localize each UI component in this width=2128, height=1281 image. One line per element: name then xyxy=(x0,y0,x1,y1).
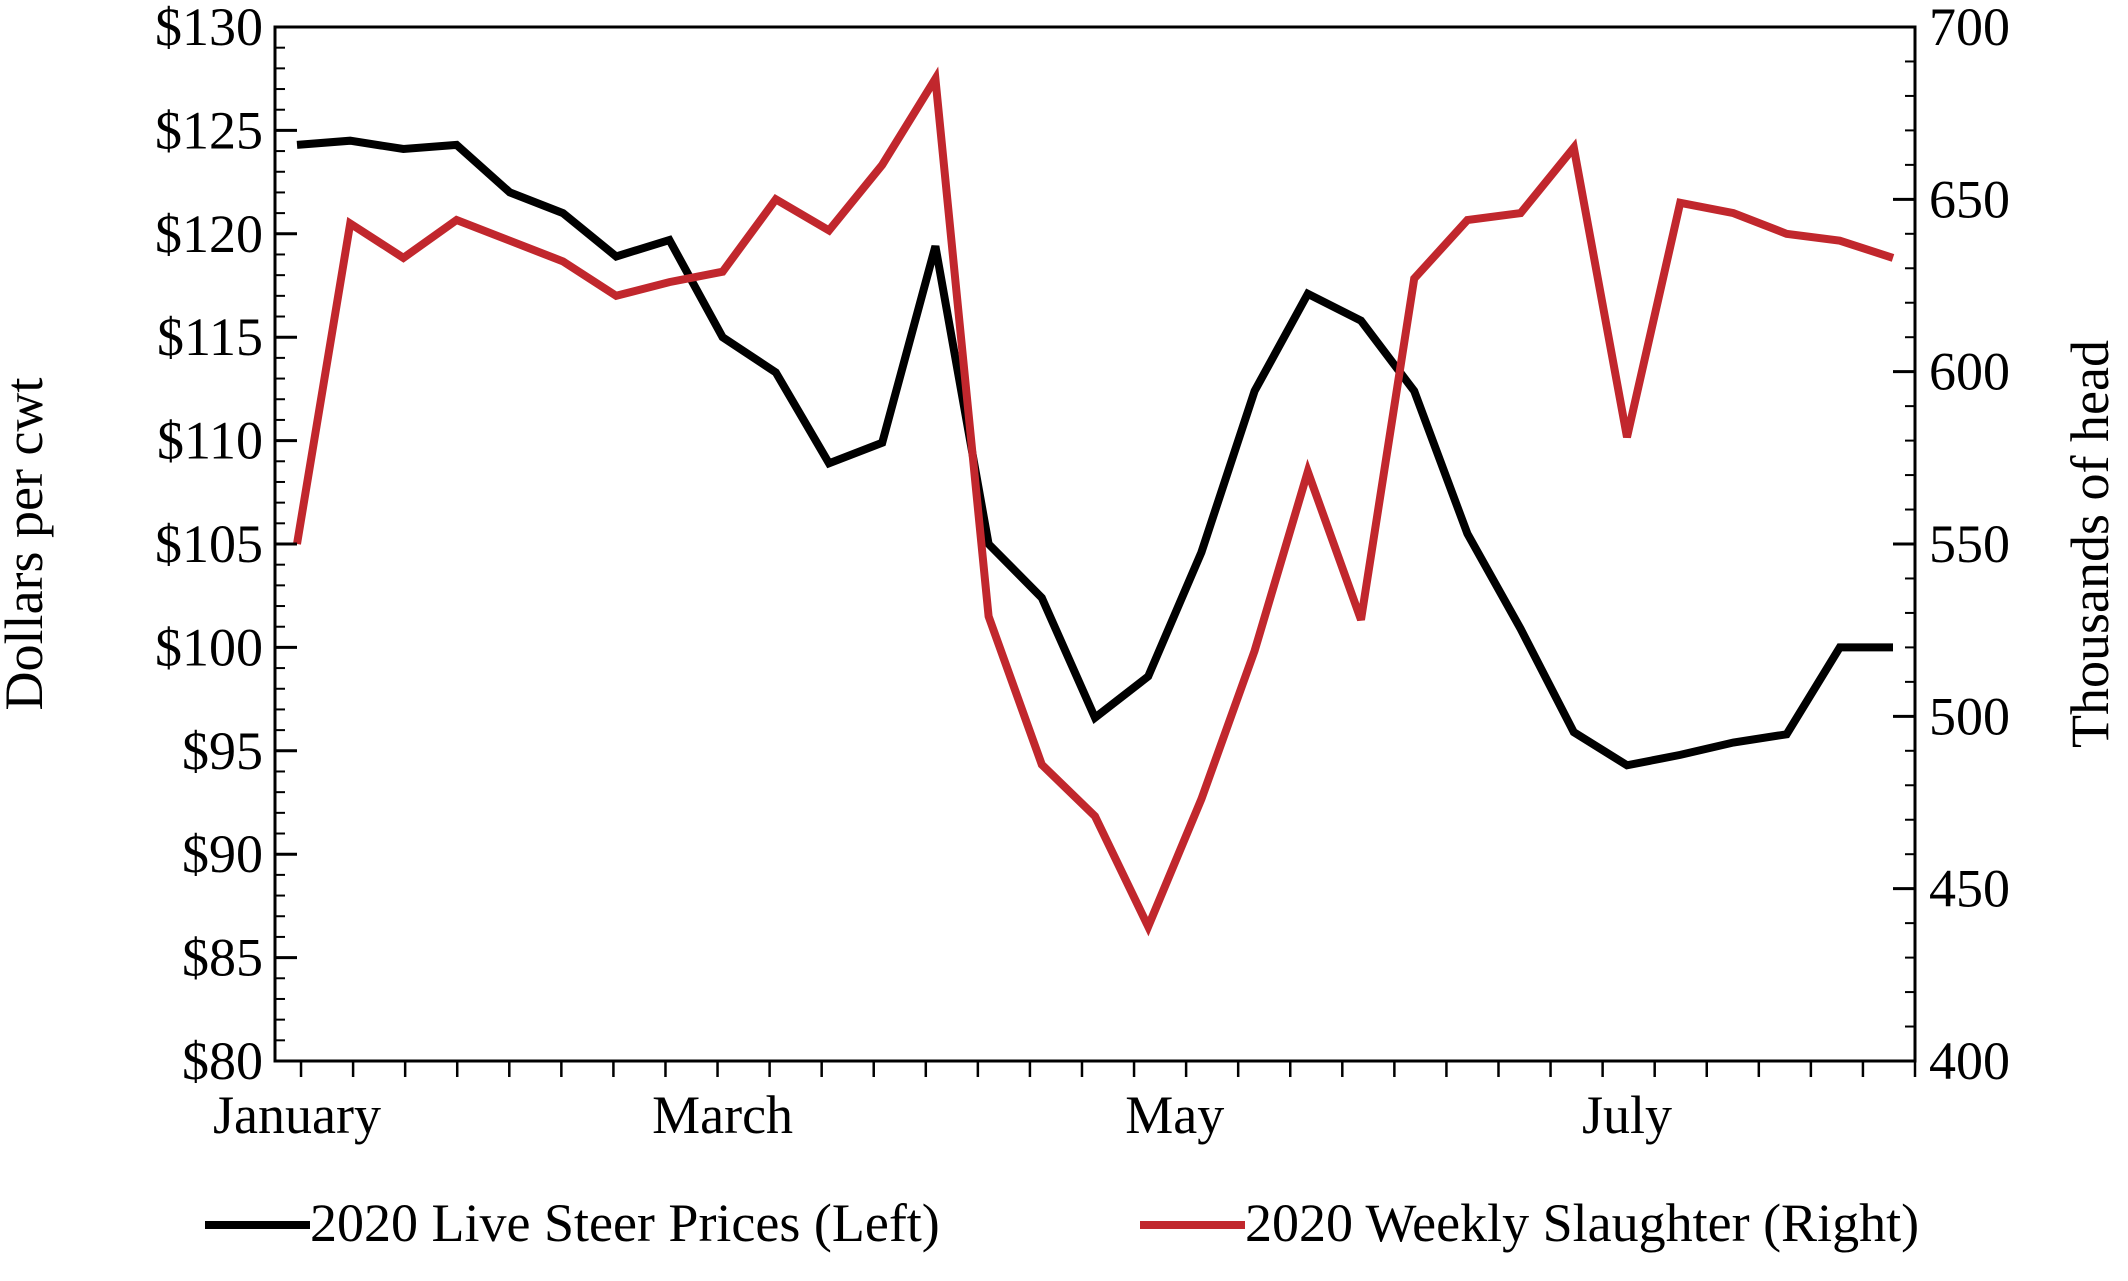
left-axis-tick-label: $85 xyxy=(182,928,263,988)
x-axis-month-label: May xyxy=(1125,1085,1224,1145)
x-axis-month-label: March xyxy=(652,1085,793,1145)
legend: 2020 Live Steer Prices (Left) 2020 Weekly… xyxy=(205,1193,1919,1253)
legend-label: 2020 Live Steer Prices (Left) xyxy=(310,1193,940,1253)
series-line-steer-prices xyxy=(296,136,1893,770)
x-axis-month-label: January xyxy=(213,1085,381,1145)
left-axis-tick-label: $120 xyxy=(155,204,263,264)
left-axis-tick-label: $80 xyxy=(182,1031,263,1091)
left-axis-title: Dollars per cwt xyxy=(0,378,54,711)
x-axis-month-label: July xyxy=(1582,1085,1672,1145)
left-axis-tick-label: $100 xyxy=(155,617,263,677)
left-axis-tick-label: $110 xyxy=(157,411,263,471)
series-line-weekly-slaughter xyxy=(293,66,1895,937)
left-axis-tick-label: $105 xyxy=(155,514,263,574)
right-axis-title: Thousands of head xyxy=(2060,340,2120,748)
right-axis-tick-label: 600 xyxy=(1929,342,2010,402)
right-axis-tick-label: 650 xyxy=(1929,169,2010,229)
left-axis-tick-label: $115 xyxy=(157,307,263,367)
right-axis-tick-label: 500 xyxy=(1929,686,2010,746)
legend-label: 2020 Weekly Slaughter (Right) xyxy=(1245,1193,1919,1253)
left-axis-tick-label: $95 xyxy=(182,721,263,781)
left-axis-tick-label: $90 xyxy=(182,824,263,884)
right-axis-tick-label: 550 xyxy=(1929,514,2010,574)
right-axis-tick-label: 400 xyxy=(1929,1031,2010,1091)
right-axis-tick-label: 450 xyxy=(1929,859,2010,919)
right-axis-tick-label: 700 xyxy=(1929,0,2010,57)
left-axis-tick-label: $130 xyxy=(155,0,263,57)
left-axis-tick-label: $125 xyxy=(155,100,263,160)
